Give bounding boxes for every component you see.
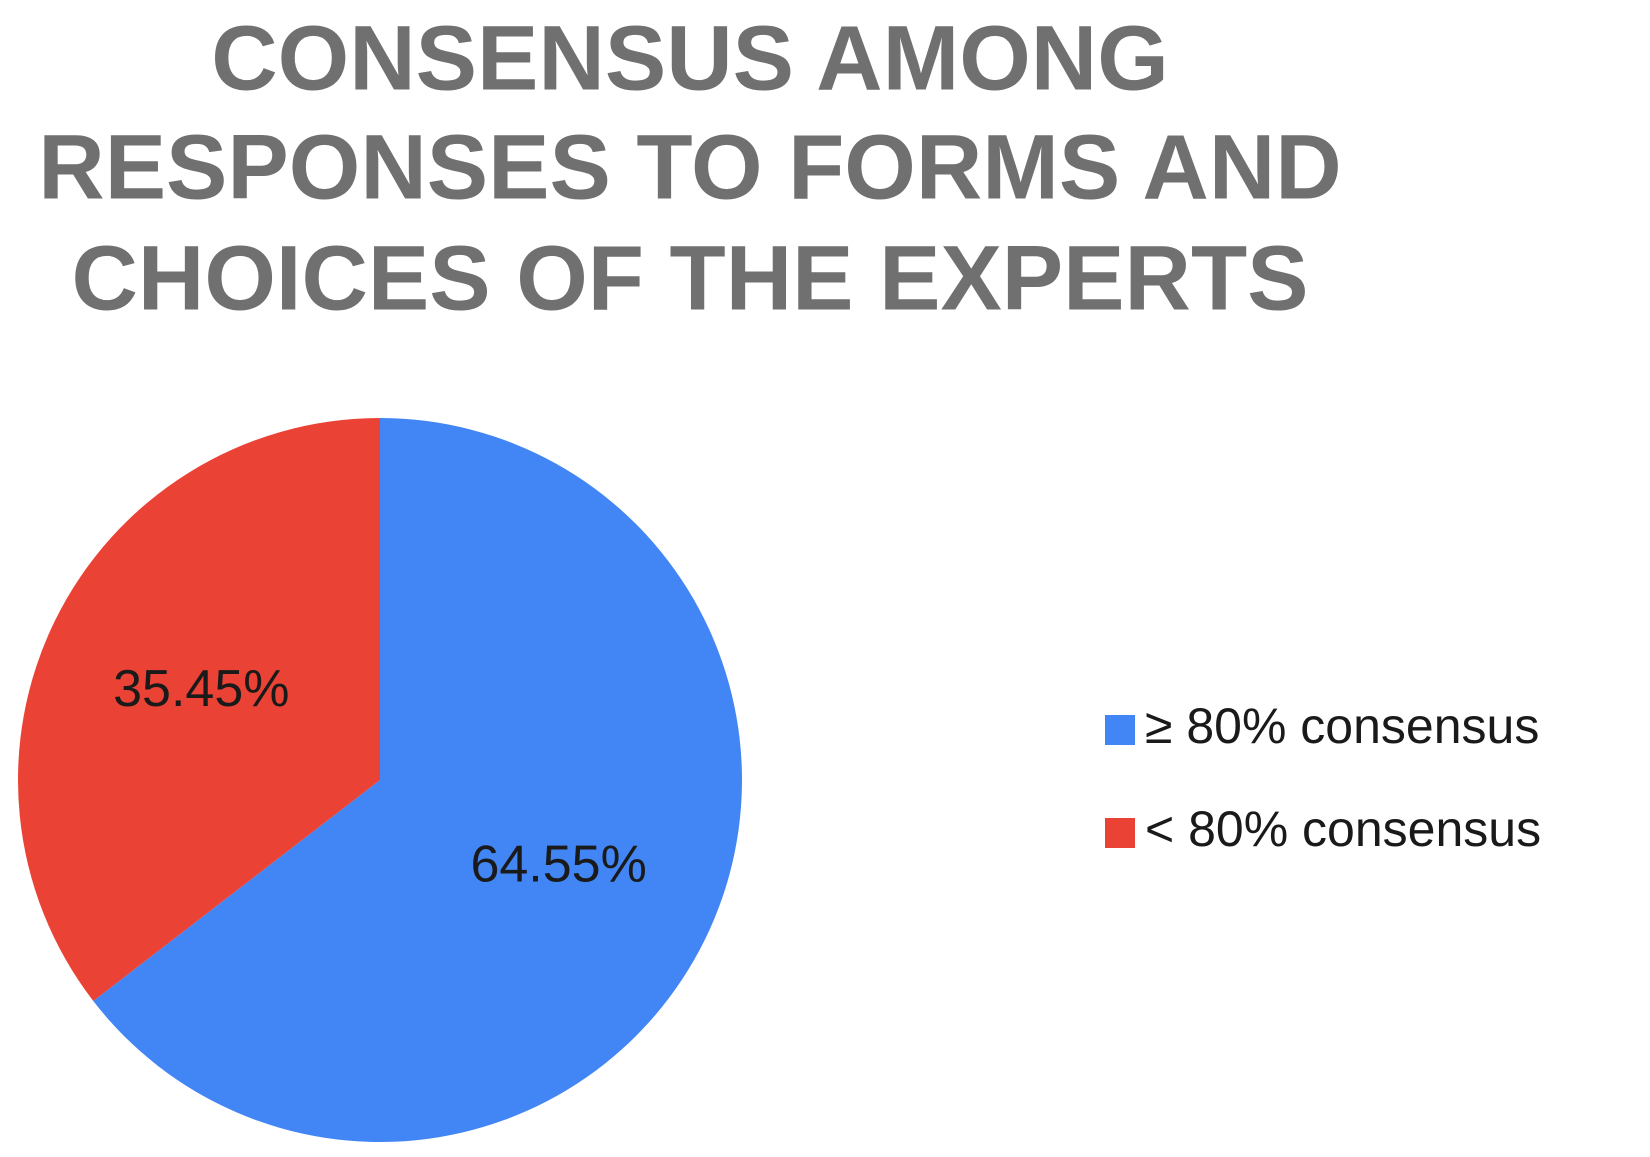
pie-slice	[18, 418, 380, 1001]
value-label: 64.55%	[470, 836, 646, 894]
chart-title: CHOICES OF THE EXPERTS	[71, 227, 1308, 329]
chart-title: CONSENSUS AMONG	[211, 7, 1169, 109]
legend-label: < 80% consensus	[1145, 801, 1541, 857]
chart-title: RESPONSES TO FORMS AND	[38, 116, 1342, 218]
value-label: 35.45%	[113, 660, 289, 718]
legend-swatch	[1105, 818, 1135, 848]
pie-slice	[93, 418, 743, 1142]
legend-swatch	[1105, 715, 1135, 745]
legend-label: ≥ 80% consensus	[1145, 698, 1539, 754]
